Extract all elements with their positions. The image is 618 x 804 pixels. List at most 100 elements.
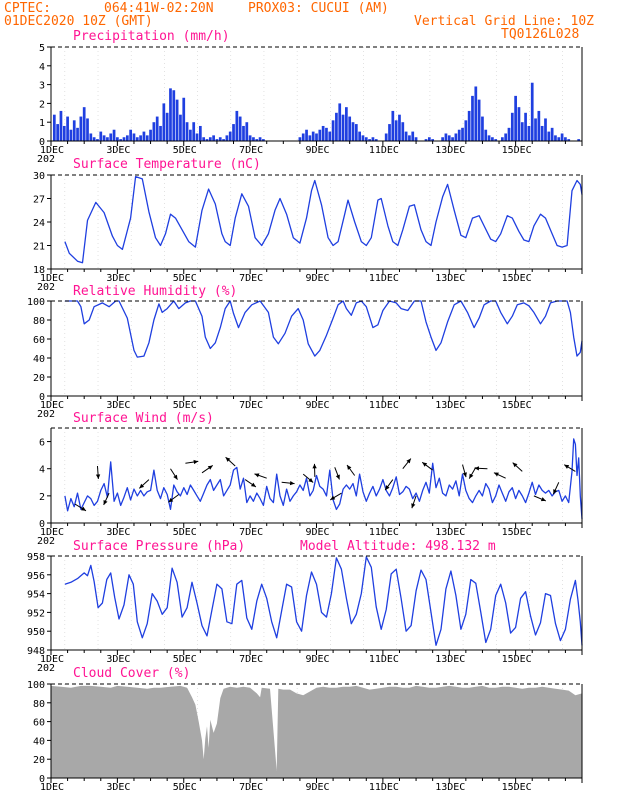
wind-arrow-head: [96, 474, 100, 479]
y-tick-label: 954: [27, 590, 45, 601]
precip-bar: [358, 132, 361, 141]
precip-bar: [547, 132, 550, 141]
y-tick-label: 1: [39, 118, 45, 129]
precip-bar: [70, 130, 73, 141]
precip-bar: [249, 135, 252, 141]
wind-arrow: [385, 480, 393, 491]
wind-arrow: [494, 473, 506, 479]
x-tick-label: 11DEC: [369, 273, 399, 284]
precip-bar: [143, 132, 146, 141]
wind-arrow: [564, 465, 575, 472]
y-tick-label: 4: [39, 465, 45, 476]
precip-bar: [348, 117, 351, 141]
precip-bar: [338, 103, 341, 141]
x-tick-label: 7DEC: [239, 273, 263, 284]
y-tick-label: 60: [33, 718, 45, 729]
x-tick-label: 15DEC: [502, 400, 532, 411]
precip-bar: [83, 107, 86, 141]
x-tick-label: 13DEC: [435, 400, 465, 411]
precip-bar: [554, 135, 557, 141]
precip-bar: [561, 133, 564, 141]
precip-bar: [534, 118, 537, 141]
precip-bar: [408, 135, 411, 141]
y-tick-label: 80: [33, 316, 45, 327]
precip-bar: [235, 111, 238, 141]
precip-bar: [106, 137, 109, 141]
precip-bar: [199, 126, 202, 141]
wind-arrow: [185, 460, 198, 464]
panel-title-temp: Surface Temperature (nC): [73, 157, 261, 172]
precip-bar: [172, 90, 175, 141]
precip-bar: [239, 117, 242, 141]
header-station: PROX03: CUCUI (AM): [248, 1, 389, 16]
x-tick-label: 9DEC: [305, 273, 329, 284]
header-model-code: TQ0126L028: [501, 27, 579, 42]
precip-bar: [196, 133, 199, 141]
precip-bar: [76, 128, 79, 141]
panel-title-pres: Surface Pressure (hPa): [73, 539, 245, 554]
x-tick-label: 13DEC: [435, 145, 465, 156]
precip-bar: [219, 137, 222, 141]
x-tick-label: 11DEC: [369, 527, 399, 538]
y-tick-label: 30: [33, 171, 45, 182]
y-tick-label: 958: [27, 552, 45, 563]
precip-bar: [259, 137, 262, 141]
precip-bar: [226, 135, 229, 141]
precip-bar: [63, 126, 66, 141]
y-tick-label: 3: [39, 81, 45, 92]
x-tick-label: 5DEC: [173, 273, 197, 284]
y-tick-label: 21: [33, 242, 45, 253]
x-tick-label: 13DEC: [435, 782, 465, 793]
x-year-label: 202: [37, 154, 55, 165]
x-tick-label: 1DEC: [40, 782, 64, 793]
model-altitude-label: Model Altitude: 498.132 m: [300, 539, 496, 554]
y-tick-label: 40: [33, 354, 45, 365]
x-tick-label: 15DEC: [502, 654, 532, 665]
precip-bar: [345, 107, 348, 141]
x-tick-label: 13DEC: [435, 527, 465, 538]
y-tick-label: 956: [27, 571, 45, 582]
x-tick-label: 15DEC: [502, 273, 532, 284]
precip-bar: [56, 124, 59, 141]
pres-line: [65, 557, 582, 645]
x-year-label: 202: [37, 282, 55, 293]
precip-bar: [89, 133, 92, 141]
precip-bar: [153, 122, 156, 141]
wind-arrow-head: [411, 503, 415, 508]
precip-bar: [531, 83, 534, 141]
wind-line: [65, 439, 582, 519]
panel-title-precip: Precipitation (mm/h): [73, 29, 230, 44]
x-tick-label: 11DEC: [369, 782, 399, 793]
precip-bar: [335, 113, 338, 141]
precip-bar: [166, 113, 169, 141]
precip-bar: [468, 111, 471, 141]
wind-arrow: [168, 495, 178, 503]
precip-bar: [398, 115, 401, 141]
precip-bar: [504, 133, 507, 141]
rh-line: [65, 301, 582, 357]
precip-bar: [332, 120, 335, 141]
x-tick-label: 11DEC: [369, 145, 399, 156]
precip-bar: [80, 117, 83, 141]
precip-bar: [325, 128, 328, 141]
precip-bar: [388, 124, 391, 141]
precip-bar: [73, 120, 76, 141]
precip-bar: [514, 96, 517, 141]
precip-bar: [464, 120, 467, 141]
y-tick-label: 100: [27, 297, 45, 308]
x-tick-label: 5DEC: [173, 145, 197, 156]
precip-bar: [405, 132, 408, 141]
precip-bar: [478, 100, 481, 141]
precip-bar: [242, 126, 245, 141]
header-date: 01DEC2020 10Z (GMT): [4, 14, 153, 29]
precip-bar: [299, 137, 302, 141]
wind-arrow: [347, 465, 355, 476]
precip-bar: [445, 133, 448, 141]
x-tick-label: 9DEC: [305, 400, 329, 411]
precip-bar: [385, 133, 388, 141]
